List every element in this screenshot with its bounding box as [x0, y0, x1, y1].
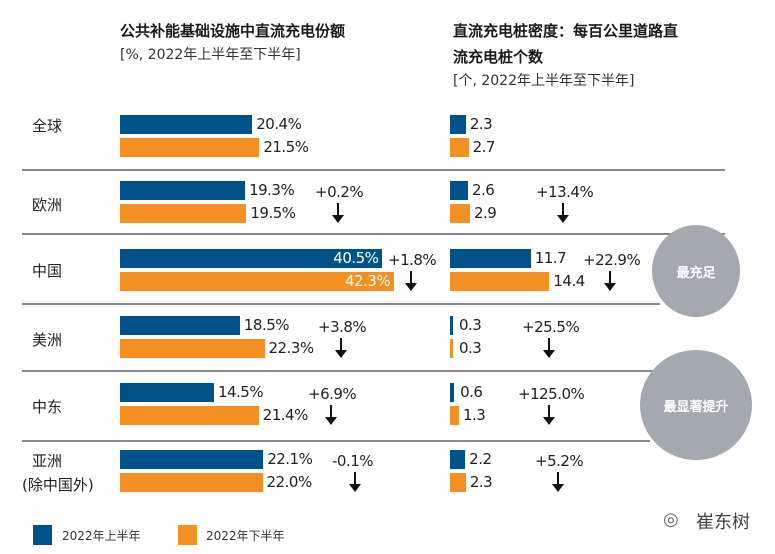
share-value-label: 40.5%	[333, 249, 379, 267]
share-change-label: +3.8%	[318, 318, 367, 336]
density-change-label: +22.9%	[583, 251, 641, 269]
watermark: 崔东树	[696, 512, 750, 533]
right-chart-title-line2: 流充电桩个数	[453, 48, 544, 66]
density-bar-h2	[450, 138, 469, 157]
share-bar-h1	[120, 316, 240, 335]
share-value-label: 22.0%	[266, 473, 313, 491]
badge-most-sufficient: 最充足	[652, 225, 740, 317]
density-value-label: 0.3	[459, 316, 482, 334]
share-value-label: 21.5%	[263, 138, 309, 156]
row-separator	[22, 169, 725, 171]
category-asia-note: (除中国外)	[22, 476, 94, 494]
down-arrow-icon	[603, 271, 616, 291]
density-change-label: +125.0%	[518, 385, 585, 403]
left-chart-title: 公共补能基础设施中直流充电份额	[120, 22, 346, 40]
share-change-label: -0.1%	[332, 452, 374, 470]
density-value-label: 2.3	[469, 115, 493, 133]
share-change-label: +1.8%	[388, 251, 437, 269]
density-change-label: +5.2%	[535, 452, 584, 470]
density-bar-h1	[450, 316, 453, 335]
density-change-label: +25.5%	[522, 318, 580, 336]
share-value-label: 20.4%	[256, 115, 302, 133]
density-value-label: 14.4	[553, 272, 585, 290]
share-value-label: 14.5%	[217, 383, 264, 401]
share-bar-h2	[120, 339, 265, 358]
density-value-label: 0.3	[459, 339, 482, 357]
density-value-label: 2.7	[472, 138, 496, 156]
share-bar-h1	[120, 115, 253, 134]
category-global: 全球	[32, 117, 63, 135]
down-arrow-icon	[334, 338, 347, 358]
density-bar-h1	[450, 115, 466, 134]
density-value-label: 1.3	[462, 406, 486, 424]
category-middle-east: 中东	[32, 398, 63, 416]
density-bar-h2	[450, 473, 466, 492]
down-arrow-icon	[348, 472, 361, 492]
right-chart-title-line1: 直流充电桩密度：每百公里道路直	[453, 22, 679, 40]
share-value-label: 19.3%	[249, 181, 295, 199]
down-arrow-icon	[542, 338, 555, 358]
density-bar-h1	[450, 181, 468, 200]
density-value-label: 0.6	[460, 383, 483, 401]
down-arrow-icon	[543, 405, 556, 425]
density-bar-h2	[450, 339, 453, 358]
density-bar-h2	[450, 406, 459, 425]
density-bar-h1	[450, 383, 455, 402]
row-separator	[22, 303, 660, 305]
legend-swatch-h1	[33, 525, 52, 545]
share-change-label: +0.2%	[315, 183, 364, 201]
share-bar-h1	[120, 181, 246, 200]
right-chart-subtitle: [个, 2022年上半年至下半年]	[453, 73, 635, 89]
share-bar-h1	[120, 383, 214, 402]
share-bar-h2	[120, 272, 395, 291]
share-bar-h1	[120, 249, 383, 268]
density-bar-h2	[450, 272, 550, 291]
density-bar-h1	[450, 450, 466, 469]
badge-most-improved: 最显著提升	[640, 350, 752, 460]
share-bar-h1	[120, 450, 264, 469]
density-value-label: 2.3	[469, 473, 493, 491]
density-bar-h2	[450, 204, 470, 223]
share-value-label: 21.4%	[262, 406, 309, 424]
legend-label-h1: 2022年上半年	[62, 529, 141, 543]
row-separator	[22, 440, 650, 442]
share-bar-h2	[120, 473, 263, 492]
density-bar-h1	[450, 249, 531, 268]
category-asia: 亚洲	[32, 452, 63, 470]
wechat-icon: ◎	[663, 509, 679, 530]
share-value-label: 19.5%	[250, 204, 296, 222]
down-arrow-icon	[551, 472, 564, 492]
legend-swatch-h2	[178, 525, 197, 545]
legend-label-h2: 2022年下半年	[206, 529, 285, 543]
density-change-label: +13.4%	[536, 183, 594, 201]
density-value-label: 11.7	[534, 249, 567, 267]
category-europe: 欧洲	[32, 196, 63, 214]
category-americas: 美洲	[32, 331, 63, 349]
density-value-label: 2.9	[474, 204, 497, 222]
row-separator	[22, 233, 725, 235]
density-value-label: 2.2	[469, 450, 492, 468]
share-bar-h2	[120, 204, 247, 223]
down-arrow-icon	[331, 203, 344, 223]
row-separator	[22, 370, 655, 372]
share-bar-h2	[120, 138, 260, 157]
down-arrow-icon	[324, 405, 337, 425]
left-chart-subtitle: [%, 2022年上半年至下半年]	[120, 47, 301, 63]
density-value-label: 2.6	[471, 181, 495, 199]
share-value-label: 18.5%	[243, 316, 290, 334]
down-arrow-icon	[404, 271, 417, 291]
share-change-label: +6.9%	[308, 385, 357, 403]
share-bar-h2	[120, 406, 259, 425]
category-china: 中国	[32, 262, 63, 280]
share-value-label: 22.1%	[267, 450, 313, 468]
down-arrow-icon	[556, 203, 569, 223]
share-value-label: 22.3%	[268, 339, 315, 357]
share-value-label: 42.3%	[344, 272, 391, 290]
